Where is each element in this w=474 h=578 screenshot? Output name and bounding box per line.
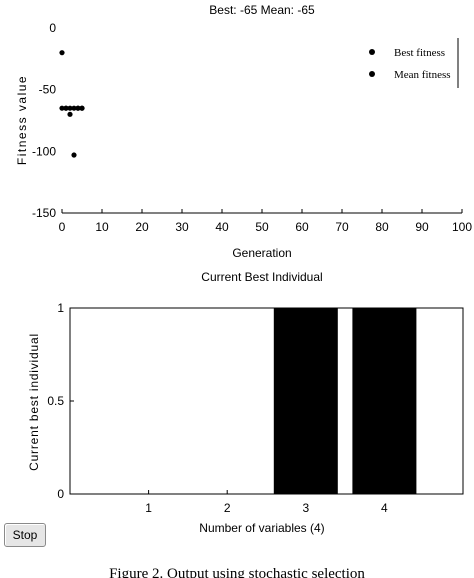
fitness-x-tick-label: 90 <box>415 220 429 234</box>
best-individual-bar <box>273 308 338 494</box>
best-individual-ticks: 1 2 3 4 0 0.5 1 <box>47 301 388 515</box>
fitness-chart-title: Best: -65 Mean: -65 <box>209 3 315 17</box>
mean-fitness-point <box>59 50 65 56</box>
mean-fitness-point <box>75 105 81 111</box>
best-individual-y-tick-label: 1 <box>57 301 64 315</box>
best-individual-chart: Current Best Individual Current best ind… <box>27 270 464 535</box>
best-individual-y-tick-label: 0.5 <box>47 394 64 408</box>
best-individual-chart-title: Current Best Individual <box>201 270 322 284</box>
best-individual-x-tick-label: 4 <box>381 501 388 515</box>
best-fitness-point <box>67 105 73 111</box>
fitness-x-tick-label: 50 <box>255 220 269 234</box>
best-individual-bar <box>352 308 417 494</box>
legend-label-best-fitness: Best fitness <box>394 47 445 59</box>
legend-marker-mean-fitness <box>369 71 375 77</box>
figure-caption: Figure 2. Output using stochastic select… <box>109 566 365 578</box>
best-individual-bars <box>273 308 417 494</box>
fitness-x-tick-label: 10 <box>95 220 109 234</box>
fitness-y-tick-label: 0 <box>49 21 56 35</box>
legend-marker-best-fitness <box>369 49 375 55</box>
best-individual-x-axis-label: Number of variables (4) <box>199 521 324 535</box>
fitness-y-tick-label: -100 <box>32 144 56 158</box>
legend-label-mean-fitness: Mean fitness <box>394 69 451 81</box>
fitness-x-tick-label: 60 <box>295 220 309 234</box>
mean-fitness-point <box>71 152 77 158</box>
best-individual-x-tick-label: 1 <box>145 501 152 515</box>
fitness-legend: Best fitness Mean fitness <box>369 38 459 88</box>
fitness-ticks: 0 10 20 30 40 50 60 70 80 90 100 0 -50 -100 -150 <box>32 21 472 234</box>
mean-fitness-point <box>63 105 69 111</box>
best-fitness-point <box>71 105 77 111</box>
fitness-chart: Best: -65 Mean: -65 Fitness value Genera… <box>15 3 472 260</box>
stop-button[interactable]: Stop <box>4 523 46 547</box>
fitness-x-tick-label: 40 <box>215 220 229 234</box>
fitness-x-tick-label: 30 <box>175 220 189 234</box>
best-fitness-point <box>59 105 65 111</box>
fitness-y-tick-label: -50 <box>39 83 57 97</box>
mean-fitness-point <box>67 111 73 117</box>
fitness-points <box>59 50 85 158</box>
fitness-x-tick-label: 70 <box>335 220 349 234</box>
best-individual-x-tick-label: 2 <box>224 501 231 515</box>
fitness-x-axis-label: Generation <box>232 246 291 260</box>
fitness-x-tick-label: 80 <box>375 220 389 234</box>
fitness-x-tick-label: 100 <box>452 220 472 234</box>
best-individual-y-tick-label: 0 <box>57 487 64 501</box>
fitness-x-tick-label: 0 <box>59 220 66 234</box>
mean-fitness-point <box>79 105 85 111</box>
fitness-y-axis-label: Fitness value <box>15 75 29 165</box>
best-individual-x-tick-label: 3 <box>302 501 309 515</box>
best-individual-y-axis-label: Current best individual <box>27 333 41 471</box>
fitness-x-tick-label: 20 <box>135 220 149 234</box>
fitness-y-tick-label: -150 <box>32 206 56 220</box>
